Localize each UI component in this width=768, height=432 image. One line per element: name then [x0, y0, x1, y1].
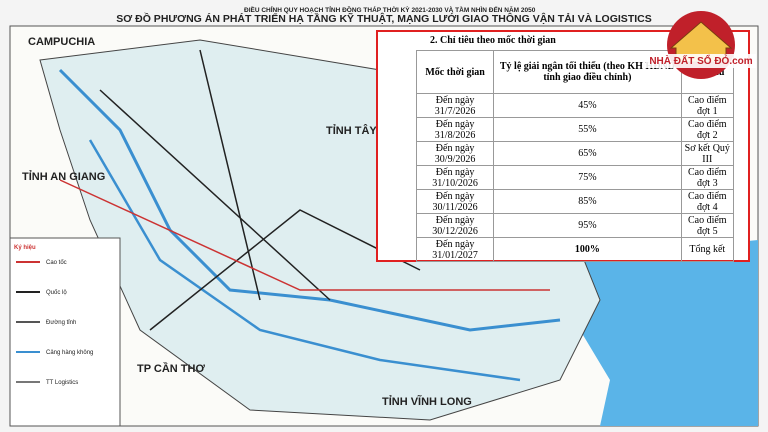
legend-label: Cao tốc — [46, 260, 67, 266]
table-cell: Đến ngày 30/9/2026 — [415, 141, 495, 166]
legend-box — [9, 237, 121, 427]
title: SƠ ĐỒ PHƯƠNG ÁN PHÁT TRIỂN HẠ TẦNG KỸ TH… — [116, 12, 651, 25]
table-cell: Cao điểm đợt 3 — [680, 165, 735, 190]
legend-label: Quốc lộ — [46, 290, 67, 296]
map-label: TỈNH VĨNH LONG — [382, 395, 472, 408]
table-row: Đến ngày 31/8/2026 55% Cao điểm đợt 2 — [415, 117, 735, 142]
table-row: Đến ngày 31/7/2026 45% Cao điểm đợt 1 — [415, 93, 735, 118]
table-cell: 100% — [493, 237, 682, 262]
river — [88, 139, 521, 382]
table-row: Đến ngày 31/01/2027 100% Tổng kết — [415, 237, 735, 262]
legend-title: Ký hiệu — [14, 245, 36, 251]
table-cell: 85% — [493, 189, 682, 214]
table-cell: 65% — [493, 141, 682, 166]
table-cell: 45% — [493, 93, 682, 118]
table-row: Đến ngày 30/9/2026 65% Sơ kết Quý III — [415, 141, 735, 166]
table-cell: 75% — [493, 165, 682, 190]
logo: NHÀ ĐẤT SỔ ĐỎ.com — [646, 11, 756, 79]
map-label: TỈNH AN GIANG — [22, 170, 105, 183]
map-label: CAMPUCHIA — [28, 36, 95, 48]
map-label: TP CẦN THƠ — [137, 362, 205, 375]
table-row: Đến ngày 31/10/2026 75% Cao điểm đợt 3 — [415, 165, 735, 190]
table-cell: Đến ngày 31/01/2027 — [415, 237, 495, 262]
table-cell: Đến ngày 31/10/2026 — [415, 165, 495, 190]
table-title: 2. Chỉ tiêu theo mốc thời gian — [430, 35, 556, 46]
table-cell: Cao điểm đợt 1 — [680, 93, 735, 118]
river — [58, 68, 561, 332]
table: Mốc thời gian Tỷ lệ giải ngân tối thiểu (… — [415, 50, 735, 262]
table-row: Đến ngày 30/11/2026 85% Cao điểm đợt 4 — [415, 189, 735, 214]
table-cell: Tổng kết — [680, 237, 735, 262]
legend-label: Đường tỉnh — [46, 319, 76, 326]
legend-label: Cảng hàng không — [46, 350, 93, 356]
table-cell: Cao điểm đợt 4 — [680, 189, 735, 214]
table-cell: 95% — [493, 213, 682, 238]
subtitle: ĐIỀU CHỈNH QUY HOẠCH TỈNH ĐỒNG THÁP THỜI… — [244, 4, 536, 14]
table-row: Đến ngày 30/12/2026 95% Cao điểm đợt 5 — [415, 213, 735, 238]
column-header: Mốc thời gian — [415, 50, 495, 94]
table-cell: Đến ngày 30/12/2026 — [415, 213, 495, 238]
sea — [560, 240, 758, 426]
road — [59, 179, 550, 291]
table-cell: Đến ngày 30/11/2026 — [415, 189, 495, 214]
table-cell: 55% — [493, 117, 682, 142]
legend-label: TT Logistics — [46, 380, 78, 386]
table-cell: Sơ kết Quý III — [680, 141, 735, 166]
table-cell: Cao điểm đợt 5 — [680, 213, 735, 238]
table-cell: Đến ngày 31/8/2026 — [415, 117, 495, 142]
table-cell: Cao điểm đợt 2 — [680, 117, 735, 142]
logo-text: NHÀ ĐẤT SỔ ĐỎ.com — [649, 54, 752, 67]
table-cell: Đến ngày 31/7/2026 — [415, 93, 495, 118]
